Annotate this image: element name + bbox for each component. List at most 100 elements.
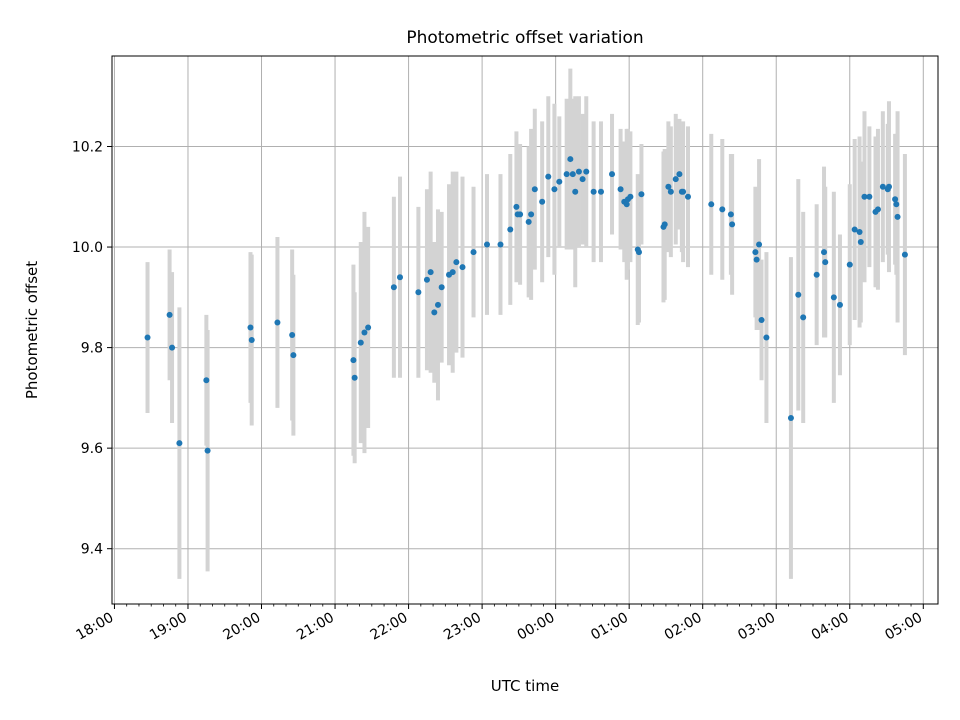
data-point (507, 226, 514, 233)
data-point (856, 228, 863, 235)
data-point (623, 201, 630, 208)
data-point (885, 183, 892, 190)
data-point (893, 201, 900, 208)
data-point (894, 213, 901, 220)
y-tick-label: 10.2 (72, 139, 103, 155)
data-point (204, 447, 211, 454)
data-point (470, 249, 477, 256)
data-point (361, 329, 368, 336)
data-point (350, 357, 357, 364)
data-point (813, 271, 820, 278)
data-point (166, 311, 173, 318)
data-point (583, 168, 590, 175)
data-point (752, 249, 759, 256)
data-point (590, 188, 597, 195)
data-point (545, 173, 552, 180)
data-point (539, 198, 546, 205)
y-axis: 9.4 9.6 9.8 10.0 10.2 (72, 139, 112, 558)
data-point (144, 334, 151, 341)
data-point (836, 301, 843, 308)
y-tick-label: 9.4 (81, 542, 103, 558)
data-point (434, 301, 441, 308)
y-tick-label: 9.8 (81, 341, 103, 357)
data-point (830, 294, 837, 301)
data-point (758, 316, 765, 323)
data-point (517, 211, 524, 218)
data-point (572, 188, 579, 195)
data-point (497, 241, 504, 248)
data-point (575, 168, 582, 175)
data-point (617, 186, 624, 193)
data-point (247, 324, 254, 331)
data-point (357, 339, 364, 346)
data-point (672, 176, 679, 183)
data-point (719, 206, 726, 213)
data-point (821, 249, 828, 256)
grid (112, 56, 938, 604)
data-point (427, 269, 434, 276)
data-point (453, 259, 460, 266)
data-points (144, 156, 908, 454)
data-point (438, 284, 445, 291)
data-point (708, 201, 715, 208)
plot-frame (111, 55, 939, 605)
y-tick-label: 9.6 (81, 441, 103, 457)
data-point (638, 191, 645, 198)
x-axis-label: UTC time (491, 677, 559, 695)
data-point (866, 193, 873, 200)
data-point (415, 289, 422, 296)
data-point (525, 218, 532, 225)
data-point (763, 334, 770, 341)
data-point (390, 284, 397, 291)
data-point (556, 178, 563, 185)
data-point (351, 374, 358, 381)
data-point (274, 319, 281, 326)
data-point (680, 188, 687, 195)
data-point (684, 193, 691, 200)
data-point (609, 171, 616, 178)
data-point (289, 332, 296, 339)
data-point (563, 171, 570, 178)
data-point (795, 291, 802, 298)
data-point (176, 440, 183, 447)
data-point (665, 183, 672, 190)
data-point (861, 193, 868, 200)
data-point (874, 206, 881, 213)
data-point (248, 337, 255, 344)
data-point (822, 259, 829, 266)
data-point (800, 314, 807, 321)
data-point (567, 156, 574, 163)
data-point (729, 221, 736, 228)
data-point (396, 274, 403, 281)
data-point (635, 249, 642, 256)
data-point (169, 344, 176, 351)
data-point (449, 269, 456, 276)
data-point (879, 183, 886, 190)
data-point (484, 241, 491, 248)
data-point (857, 239, 864, 246)
data-point (756, 241, 763, 248)
data-point (513, 203, 520, 210)
data-point (892, 196, 899, 203)
data-point (551, 186, 558, 193)
data-point (851, 226, 858, 233)
data-point (290, 352, 297, 359)
data-point (661, 221, 668, 228)
data-point (787, 414, 794, 421)
data-point (597, 188, 604, 195)
data-point (459, 264, 466, 271)
data-point (727, 211, 734, 218)
data-point (528, 211, 535, 218)
data-point (846, 261, 853, 268)
data-point (365, 324, 372, 331)
y-axis-label: Photometric offset (23, 261, 41, 399)
chart-title: Photometric offset variation (406, 28, 643, 48)
data-point (569, 171, 576, 178)
data-point (676, 171, 683, 178)
data-point (753, 256, 760, 263)
data-point (431, 309, 438, 316)
data-point (901, 251, 908, 258)
data-point (203, 377, 210, 384)
